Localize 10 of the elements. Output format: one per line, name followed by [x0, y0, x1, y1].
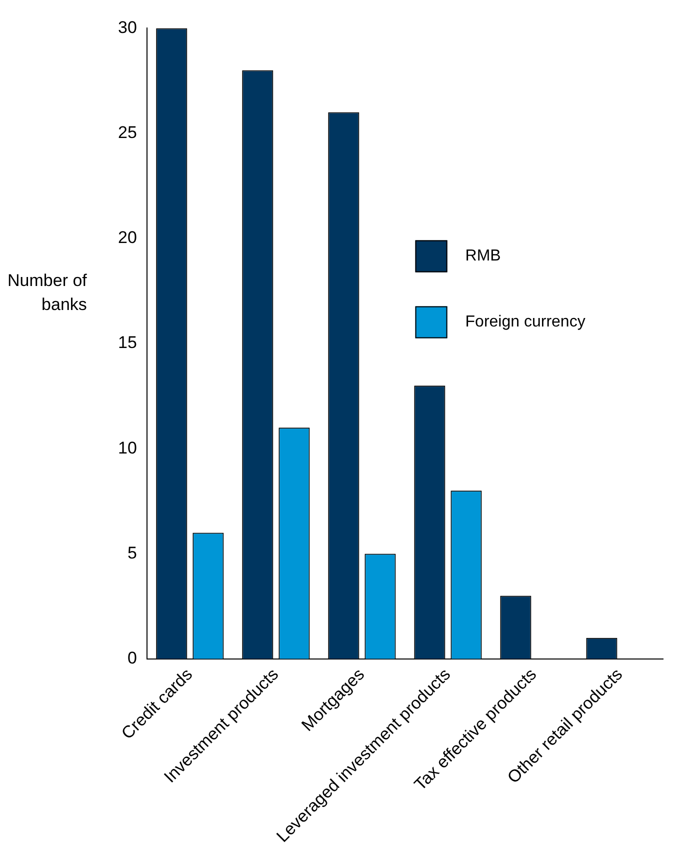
- y-tick-label: 0: [127, 648, 137, 668]
- y-tick-label: 15: [118, 333, 137, 352]
- y-tick-label: 5: [127, 543, 137, 562]
- y-tick-label: 30: [118, 18, 137, 37]
- y-axis-title: Number of banks: [8, 270, 88, 314]
- y-tick-label: 25: [118, 122, 137, 142]
- y-tick-label: 10: [118, 438, 137, 458]
- legend-label: RMB: [465, 248, 501, 265]
- y-tick-label: 20: [118, 228, 137, 248]
- legend-label: Foreign currency: [465, 314, 586, 331]
